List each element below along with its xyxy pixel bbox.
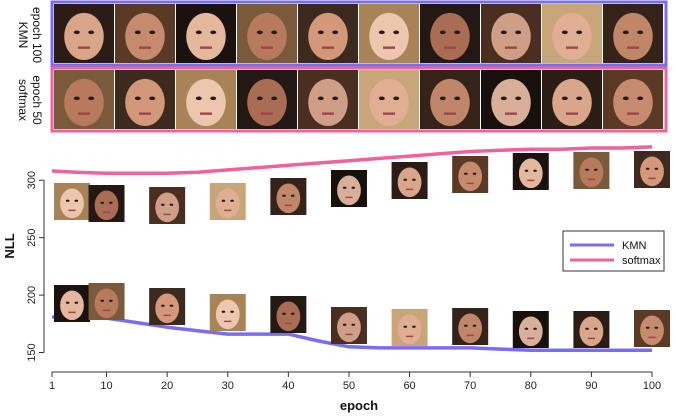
kmn-face-sample bbox=[270, 296, 307, 333]
kmn-face-sample bbox=[512, 311, 549, 348]
kmn-face-sample bbox=[330, 307, 367, 344]
softmax-face-sample bbox=[209, 183, 246, 220]
kmn-face-sample bbox=[452, 308, 489, 345]
softmax-face-sample bbox=[512, 153, 549, 190]
series-lines bbox=[51, 145, 653, 352]
kmn-sample-face bbox=[420, 4, 480, 63]
softmax-sample-face bbox=[420, 70, 480, 129]
legend-label-softmax: softmax bbox=[622, 255, 661, 267]
legend-label-kmn: KMN bbox=[622, 240, 647, 252]
kmn-grid-border bbox=[50, 0, 668, 67]
softmax-face-sample bbox=[54, 183, 90, 220]
softmax-face-sample bbox=[149, 187, 186, 224]
softmax-sample-face bbox=[176, 70, 236, 129]
y-tick-label: 150 bbox=[26, 343, 38, 361]
kmn-sample-row: KMN epoch 100 bbox=[16, 0, 668, 67]
kmn-face-sample bbox=[634, 310, 670, 347]
series-line-softmax bbox=[51, 145, 653, 176]
softmax-sample-row: softmax epoch 50 bbox=[16, 66, 668, 133]
kmn-face-sample bbox=[149, 288, 186, 325]
kmn-sample-face bbox=[298, 4, 358, 63]
x-axis: 1 10 20 30 40 50 60 70 80 90 100 bbox=[49, 371, 661, 392]
kmn-face-tiles bbox=[54, 4, 663, 63]
nll-chart: 1 10 20 30 40 50 60 70 80 90 100 150 200 250 300 epoc… bbox=[2, 138, 670, 413]
softmax-sample-face bbox=[54, 70, 114, 129]
y-tick-label: 250 bbox=[26, 228, 38, 246]
kmn-sample-face bbox=[603, 4, 663, 63]
x-tick-label: 100 bbox=[643, 380, 661, 392]
softmax-face-tiles bbox=[54, 70, 663, 129]
kmn-face-sample bbox=[391, 309, 428, 346]
kmn-sample-face bbox=[237, 4, 297, 63]
kmn-face-sample bbox=[573, 311, 610, 348]
softmax-sample-face bbox=[542, 70, 602, 129]
legend-box bbox=[562, 230, 665, 272]
softmax-row-label-line2: epoch 50 bbox=[30, 75, 44, 125]
face-sample-markers bbox=[54, 151, 670, 348]
kmn-face-sample bbox=[88, 283, 125, 320]
series-line-kmn bbox=[51, 315, 652, 352]
kmn-sample-face bbox=[359, 4, 419, 63]
x-tick-label: 20 bbox=[161, 380, 173, 392]
softmax-sample-face bbox=[359, 70, 419, 129]
y-axis-title: NLL bbox=[2, 233, 17, 258]
x-tick-label: 30 bbox=[222, 380, 234, 392]
softmax-sample-face bbox=[115, 70, 175, 129]
softmax-face-sample bbox=[452, 156, 489, 193]
y-tick-label: 200 bbox=[26, 286, 38, 304]
softmax-face-sample bbox=[330, 170, 367, 207]
x-tick-label: 60 bbox=[403, 380, 415, 392]
legend: KMN softmax bbox=[562, 230, 665, 272]
x-tick-label: 50 bbox=[343, 380, 355, 392]
x-tick-label: 40 bbox=[282, 380, 294, 392]
sample-grids: KMN epoch 100 softmax epoch 50 bbox=[16, 0, 668, 133]
y-tick-label: 300 bbox=[26, 171, 38, 189]
kmn-row-label-line1: KMN bbox=[16, 22, 30, 49]
softmax-sample-face bbox=[237, 70, 297, 129]
kmn-sample-face bbox=[542, 4, 602, 63]
softmax-face-sample bbox=[270, 178, 307, 215]
y-axis: 150 200 250 300 bbox=[26, 171, 45, 362]
softmax-sample-face bbox=[603, 70, 663, 129]
x-tick-label: 10 bbox=[100, 380, 112, 392]
x-tick-label: 70 bbox=[464, 380, 476, 392]
kmn-row-label-line2: epoch 100 bbox=[30, 7, 44, 63]
x-tick-label: 1 bbox=[49, 380, 55, 392]
softmax-face-sample bbox=[573, 152, 610, 189]
kmn-sample-face bbox=[54, 4, 114, 63]
softmax-sample-face bbox=[298, 70, 358, 129]
softmax-face-sample bbox=[391, 162, 428, 199]
x-axis-title: epoch bbox=[340, 398, 378, 413]
kmn-sample-face bbox=[176, 4, 236, 63]
softmax-face-sample bbox=[88, 185, 125, 222]
kmn-face-sample bbox=[209, 294, 246, 331]
kmn-sample-face bbox=[481, 4, 541, 63]
kmn-face-sample bbox=[54, 285, 90, 322]
softmax-face-sample bbox=[634, 151, 670, 188]
x-tick-label: 80 bbox=[525, 380, 537, 392]
kmn-sample-face bbox=[115, 4, 175, 63]
softmax-row-label-line1: softmax bbox=[16, 79, 30, 121]
x-tick-label: 90 bbox=[585, 380, 597, 392]
softmax-sample-face bbox=[481, 70, 541, 129]
softmax-grid-border bbox=[50, 66, 668, 133]
